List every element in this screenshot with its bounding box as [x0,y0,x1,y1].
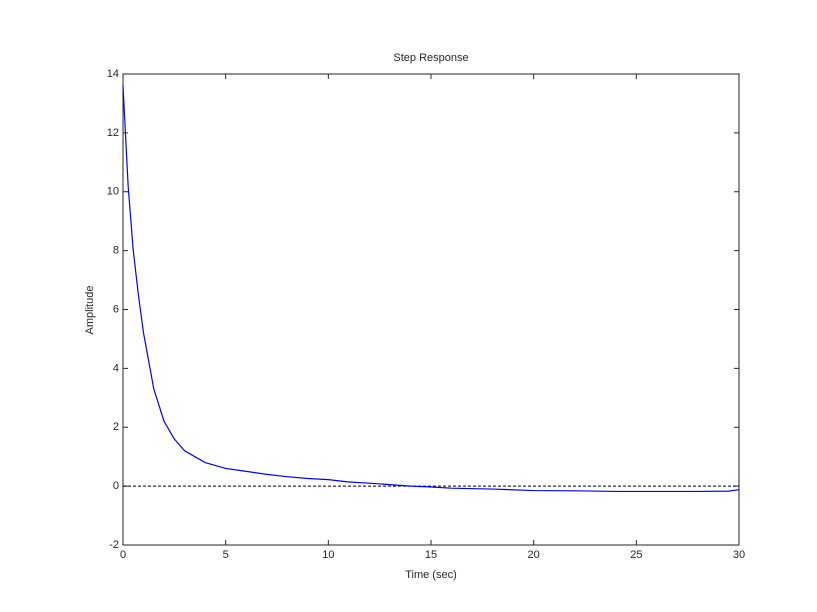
plot-area [122,73,740,546]
x-tick-label: 0 [120,549,126,561]
x-tick-label: 20 [528,549,540,561]
x-tick-label: 25 [630,549,642,561]
y-tick-label: 6 [113,303,119,315]
chart-title: Step Response [393,52,468,64]
y-axis-label: Amplitude [84,286,96,335]
x-tick-label: 15 [425,549,437,561]
x-tick-label: 30 [733,549,745,561]
y-tick-label: 0 [113,480,119,492]
y-tick-label: 10 [107,186,119,198]
y-tick-label: 12 [107,127,119,139]
y-tick-label: 2 [113,421,119,433]
y-tick-label: -2 [109,539,119,551]
y-tick-label: 14 [107,68,119,80]
x-tick-label: 5 [223,549,229,561]
data-line [122,85,740,493]
y-tick-label: 4 [113,362,119,374]
x-tick-label: 10 [322,549,334,561]
x-axis-label: Time (sec) [405,569,457,581]
y-tick-label: 8 [113,245,119,257]
